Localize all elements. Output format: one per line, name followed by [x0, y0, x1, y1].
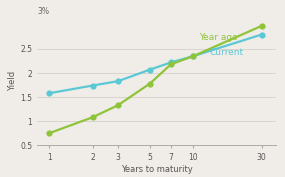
Text: Current: Current	[209, 48, 244, 57]
Text: 3%: 3%	[37, 7, 49, 16]
Y-axis label: Yield: Yield	[8, 71, 17, 92]
X-axis label: Years to maturity: Years to maturity	[121, 165, 193, 174]
Text: Year ago: Year ago	[199, 33, 238, 42]
